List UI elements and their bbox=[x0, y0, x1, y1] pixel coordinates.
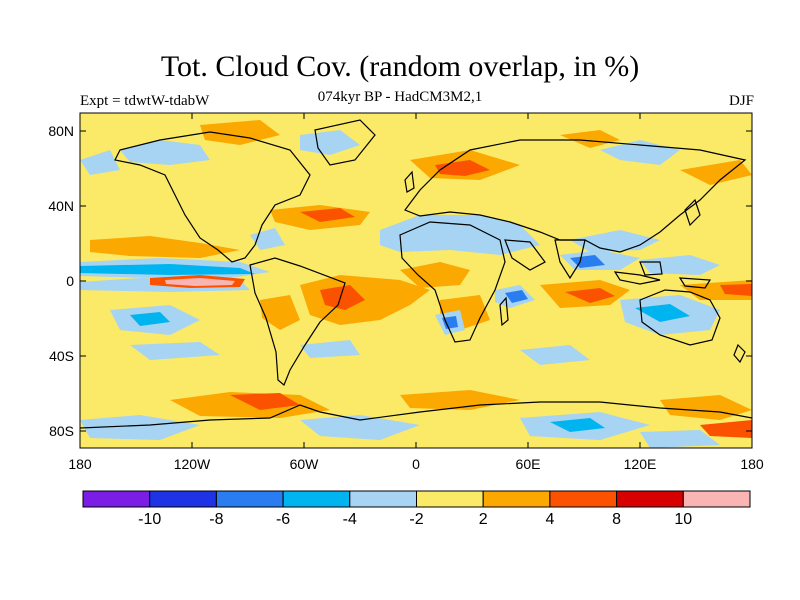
latitude-axis: 80N 40N 0 40S 80S bbox=[48, 123, 752, 439]
anomaly-patch bbox=[720, 284, 752, 296]
colorbar-swatch bbox=[682, 490, 751, 508]
anomaly-patch bbox=[80, 150, 120, 175]
coastlines bbox=[80, 119, 752, 429]
coastline-india bbox=[554, 239, 586, 280]
lon-tick-label: 180 bbox=[68, 456, 92, 472]
anomaly-patch bbox=[130, 342, 220, 360]
coastline-new-zealand bbox=[733, 343, 746, 364]
anomaly-patch bbox=[505, 290, 528, 303]
anomaly-patch bbox=[80, 264, 255, 275]
lat-tick-label: 40N bbox=[48, 198, 74, 214]
anomaly-patch bbox=[300, 130, 360, 155]
map-title: Tot. Cloud Cov. (random overlap, in %) bbox=[160, 50, 640, 83]
lon-tick-label: 180 bbox=[740, 456, 764, 472]
anomaly-patch bbox=[120, 140, 210, 165]
anomaly-patch bbox=[680, 160, 752, 185]
coastline-south-america bbox=[249, 257, 346, 386]
colorbar-label: 10 bbox=[674, 511, 692, 528]
lon-tick-label: 0 bbox=[412, 456, 420, 472]
coastline-borneo bbox=[639, 261, 663, 276]
experiment-label: Expt = tdwtW-tdabW bbox=[80, 93, 210, 109]
anomaly-patch bbox=[260, 295, 300, 330]
colorbar-label: -8 bbox=[209, 511, 223, 528]
coastline-japan bbox=[684, 198, 701, 227]
colorbar-swatch bbox=[482, 490, 551, 508]
anomaly-patch bbox=[442, 316, 458, 329]
coastline-north-america bbox=[114, 131, 311, 263]
colorbar-label: -10 bbox=[138, 511, 161, 528]
anomaly-patch bbox=[700, 420, 752, 438]
colorbar: -10 -8 -6 -4 -2 2 4 8 10 bbox=[82, 490, 751, 528]
lon-tick-label: 60W bbox=[290, 456, 320, 472]
lon-tick-label: 120W bbox=[174, 456, 211, 472]
lon-tick-label: 120E bbox=[624, 456, 657, 472]
coastline-madagascar bbox=[499, 296, 509, 327]
colorbar-label: -6 bbox=[276, 511, 290, 528]
coastline-indonesia bbox=[613, 271, 661, 285]
coastline-greenland bbox=[314, 119, 376, 166]
anomaly-patch bbox=[200, 120, 280, 145]
coastline-australia bbox=[639, 289, 721, 346]
lat-tick-label: 80N bbox=[48, 123, 74, 139]
colorbar-label: 2 bbox=[479, 511, 488, 528]
colorbar-label: 8 bbox=[612, 511, 621, 528]
lat-tick-label: 40S bbox=[49, 348, 74, 364]
anomaly-patch bbox=[565, 288, 615, 303]
colorbar-swatch bbox=[282, 490, 351, 508]
anomaly-patch bbox=[80, 415, 200, 440]
coastline-africa bbox=[399, 221, 506, 343]
anomaly-patch bbox=[560, 130, 620, 148]
colorbar-swatch bbox=[549, 490, 618, 508]
colorbar-swatch bbox=[349, 490, 417, 508]
anomaly-patch bbox=[130, 312, 170, 326]
anomaly-patch bbox=[320, 285, 365, 310]
anomaly-patch bbox=[300, 208, 355, 222]
anomaly-patch bbox=[300, 340, 360, 358]
coastline-uk bbox=[404, 170, 415, 193]
colorbar-swatch bbox=[616, 490, 684, 508]
colorbar-swatch bbox=[215, 490, 284, 508]
anomaly-patch bbox=[90, 236, 240, 258]
anomaly-patch bbox=[230, 393, 300, 410]
season-label: DJF bbox=[728, 93, 754, 109]
anomaly-patch bbox=[400, 262, 470, 288]
longitude-axis: 180 120W 60W 0 60E 120E 180 bbox=[68, 113, 764, 472]
anomaly-patch bbox=[165, 278, 235, 286]
anomaly-patch bbox=[550, 418, 605, 432]
anomaly-patch bbox=[300, 415, 420, 440]
map-subtitle: 074kyr BP - HadCM3M2,1 bbox=[317, 89, 483, 105]
coastline-new-guinea bbox=[678, 277, 712, 289]
colorbar-label: -2 bbox=[409, 511, 423, 528]
lat-tick-label: 80S bbox=[49, 423, 74, 439]
coastline-antarctica bbox=[80, 401, 752, 429]
lat-tick-label: 0 bbox=[66, 273, 74, 289]
colorbar-label: -4 bbox=[343, 511, 357, 528]
colorbar-label: 4 bbox=[545, 511, 554, 528]
anomaly-patch bbox=[520, 345, 590, 365]
colorbar-swatch bbox=[82, 490, 151, 508]
lon-tick-label: 60E bbox=[516, 456, 541, 472]
colorbar-swatch bbox=[416, 490, 484, 508]
anomaly-patch bbox=[640, 430, 720, 448]
anomaly-patch bbox=[640, 255, 720, 275]
coastline-eurasia bbox=[404, 139, 747, 253]
anomaly-patch bbox=[380, 215, 540, 255]
colorbar-swatch bbox=[149, 490, 217, 508]
coastline-arabia bbox=[504, 239, 546, 271]
anomaly-patch bbox=[635, 304, 690, 322]
anomaly-field bbox=[80, 113, 752, 448]
